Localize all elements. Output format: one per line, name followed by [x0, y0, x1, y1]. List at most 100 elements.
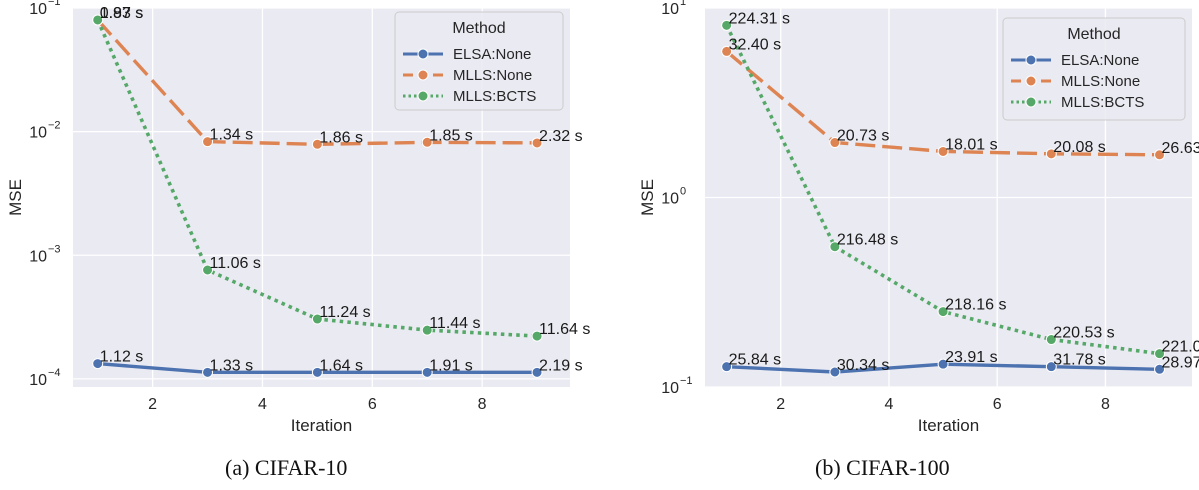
- legend-swatch-marker: [1025, 96, 1037, 108]
- data-label-elsa-none: 1.33 s: [210, 357, 254, 374]
- data-label-elsa-none: 25.84 s: [729, 352, 781, 369]
- legend-label: MLLS:BCTS: [1061, 94, 1144, 111]
- data-label-elsa-none: 1.12 s: [100, 349, 144, 366]
- x-tick-label: 6: [993, 396, 1002, 413]
- data-point-elsa-none: [1045, 361, 1057, 373]
- data-point-mlls-bcts: [1154, 348, 1166, 360]
- data-label-mlls-none: 32.40 s: [729, 36, 781, 53]
- data-point-mlls-none: [829, 137, 841, 149]
- data-label-mlls-none: 1.34 s: [210, 127, 254, 144]
- y-tick-label: 10: [661, 380, 679, 397]
- data-point-mlls-bcts: [829, 241, 841, 253]
- data-label-elsa-none: 30.34 s: [837, 357, 889, 374]
- x-tick-label: 8: [478, 396, 487, 413]
- x-axis-label: Iteration: [291, 416, 352, 435]
- x-tick-label: 2: [148, 396, 157, 413]
- data-point-elsa-none: [202, 366, 214, 378]
- data-point-mlls-bcts: [721, 19, 733, 31]
- legend-label: ELSA:None: [453, 46, 531, 63]
- x-tick-label: 6: [368, 396, 377, 413]
- data-point-mlls-bcts: [311, 313, 323, 325]
- data-label-elsa-none: 23.91 s: [945, 349, 997, 366]
- data-point-mlls-none: [1045, 148, 1057, 160]
- data-label-elsa-none: 28.97 s: [1162, 354, 1199, 371]
- data-point-elsa-none: [311, 366, 323, 378]
- y-tick-exponent: −2: [48, 120, 61, 132]
- data-point-elsa-none: [721, 361, 733, 373]
- data-point-mlls-bcts: [202, 264, 214, 276]
- data-point-mlls-none: [311, 138, 323, 150]
- data-label-mlls-none: 0.87 s: [100, 5, 144, 22]
- data-point-mlls-none: [721, 45, 733, 57]
- x-tick-label: 4: [885, 396, 894, 413]
- data-label-elsa-none: 1.91 s: [429, 357, 473, 374]
- data-label-mlls-bcts: 216.48 s: [837, 232, 898, 249]
- data-point-mlls-bcts: [937, 306, 949, 318]
- x-tick-label: 4: [258, 396, 267, 413]
- data-label-mlls-bcts: 220.53 s: [1053, 325, 1114, 342]
- data-label-mlls-bcts: 1.93 s: [100, 5, 144, 22]
- y-tick-label: 10: [29, 1, 47, 18]
- y-tick-label: 10: [29, 372, 47, 389]
- data-point-elsa-none: [421, 366, 433, 378]
- legend-swatch-marker: [417, 48, 429, 60]
- y-tick-exponent: −3: [48, 243, 61, 255]
- data-point-mlls-none: [531, 137, 543, 149]
- data-point-elsa-none: [1154, 363, 1166, 375]
- x-axis-label: Iteration: [918, 416, 979, 435]
- legend-swatch-marker: [417, 90, 429, 102]
- data-label-mlls-bcts: 11.06 s: [210, 255, 261, 272]
- data-label-mlls-bcts: 11.64 s: [539, 321, 590, 338]
- y-tick-exponent: −1: [48, 0, 61, 8]
- data-label-elsa-none: 1.64 s: [319, 357, 363, 374]
- data-point-mlls-none: [937, 145, 949, 157]
- y-axis-label: MSE: [638, 179, 657, 216]
- data-point-mlls-bcts: [421, 324, 433, 336]
- y-axis-label: MSE: [6, 179, 25, 216]
- data-label-elsa-none: 31.78 s: [1053, 352, 1105, 369]
- data-point-elsa-none: [937, 358, 949, 370]
- data-label-mlls-none: 2.32 s: [539, 128, 583, 145]
- data-label-elsa-none: 2.19 s: [539, 357, 583, 374]
- legend-swatch-marker: [1025, 75, 1037, 87]
- y-tick-exponent: 1: [680, 0, 686, 8]
- data-label-mlls-bcts: 11.44 s: [429, 315, 480, 332]
- data-label-mlls-bcts: 224.31 s: [729, 10, 790, 27]
- data-label-mlls-bcts: 11.24 s: [319, 304, 370, 321]
- data-point-mlls-bcts: [1045, 334, 1057, 346]
- legend-title: Method: [1067, 26, 1120, 43]
- legend-label: MLLS:None: [1061, 73, 1140, 90]
- data-label-mlls-none: 26.63 s: [1162, 140, 1199, 157]
- legend-box: [394, 11, 564, 111]
- x-tick-label: 8: [1101, 396, 1110, 413]
- data-label-mlls-none: 1.85 s: [429, 127, 473, 144]
- data-label-mlls-none: 1.86 s: [319, 129, 363, 146]
- data-point-elsa-none: [531, 366, 543, 378]
- legend-label: MLLS:None: [453, 67, 532, 84]
- y-tick-exponent: −1: [680, 375, 693, 387]
- legend-title: Method: [452, 20, 505, 37]
- data-label-mlls-none: 18.01 s: [945, 136, 997, 153]
- y-tick-label: 10: [661, 1, 679, 18]
- x-tick-label: 2: [776, 396, 785, 413]
- y-tick-label: 10: [29, 248, 47, 265]
- data-label-mlls-bcts: 221.08 s: [1162, 339, 1199, 356]
- y-tick-exponent: 0: [680, 186, 686, 198]
- data-point-elsa-none: [829, 366, 841, 378]
- y-tick-label: 10: [661, 191, 679, 208]
- data-point-mlls-bcts: [531, 330, 543, 342]
- data-point-mlls-none: [202, 136, 214, 148]
- data-label-mlls-none: 20.73 s: [837, 128, 889, 145]
- caption-cifar100: (b) CIFAR-100: [815, 455, 950, 480]
- y-tick-label: 10: [29, 125, 47, 142]
- y-tick-exponent: −4: [48, 367, 61, 379]
- data-point-elsa-none: [92, 358, 104, 370]
- legend-label: MLLS:BCTS: [453, 88, 536, 105]
- legend-swatch-marker: [417, 69, 429, 81]
- legend-swatch-marker: [1025, 54, 1037, 66]
- data-label-mlls-bcts: 218.16 s: [945, 297, 1006, 314]
- caption-cifar10: (a) CIFAR-10: [225, 455, 348, 480]
